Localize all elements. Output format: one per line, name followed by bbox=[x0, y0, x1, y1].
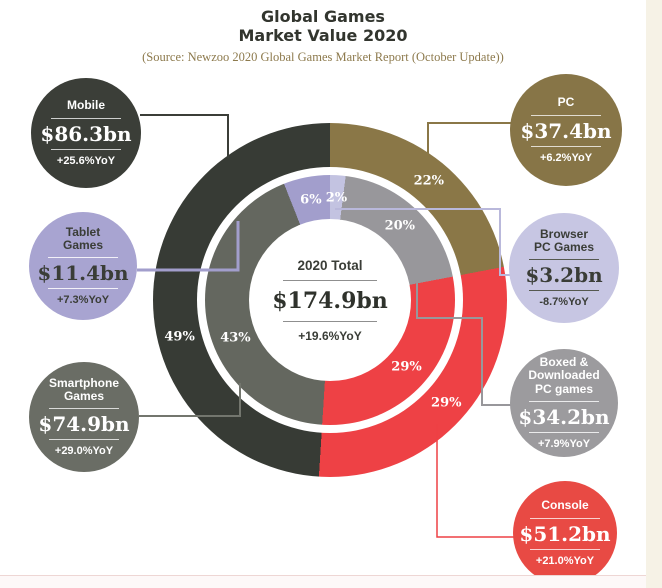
callout-circle-boxed-downloaded-pc-games: Boxed & Downloaded PC games $34.2bn +7.9%YoY bbox=[510, 349, 618, 457]
callout-divider bbox=[531, 145, 601, 147]
callout-value-smartphone-games: $74.9bn bbox=[38, 412, 130, 437]
callout-yoy-mobile: +25.6%YoY bbox=[56, 154, 116, 167]
callout-divider bbox=[529, 432, 599, 434]
callout-divider bbox=[530, 548, 600, 550]
callout-label-line: Browser bbox=[539, 226, 589, 241]
callout-circle-console: Console $51.2bn +21.0%YoY bbox=[513, 481, 617, 585]
callout-divider bbox=[49, 439, 119, 441]
callout-label-line: Tablet bbox=[65, 224, 101, 239]
callout-circle-tablet-games: Tablet Games $11.4bn +7.3%YoY bbox=[29, 212, 137, 320]
callout-value-mobile: $86.3bn bbox=[40, 121, 132, 146]
center-total-yoy: +19.6%YoY bbox=[298, 328, 362, 343]
chart-title: Global Games Market Value 2020 bbox=[0, 7, 646, 46]
callout-label-browser-pc-games: Browser PC Games bbox=[533, 226, 595, 255]
callout-divider bbox=[49, 408, 119, 410]
callout-label-boxed-downloaded-pc-games: Boxed & Downloaded PC games bbox=[528, 354, 600, 396]
connector-line-pc bbox=[427, 122, 511, 166]
page-bottom-area bbox=[0, 576, 646, 588]
percent-label-tablet-games: 6% bbox=[300, 192, 322, 208]
page-edge-strip bbox=[646, 0, 662, 588]
callout-circle-mobile: Mobile $86.3bn +25.6%YoY bbox=[31, 78, 141, 188]
callout-label-line: Games bbox=[63, 389, 104, 403]
callout-label-line: PC games bbox=[534, 381, 594, 396]
percent-label-mobile: 49% bbox=[164, 329, 195, 345]
callout-divider bbox=[48, 288, 118, 290]
callout-circle-smartphone-games: Smartphone Games $74.9bn +29.0%YoY bbox=[29, 362, 139, 472]
callout-yoy-boxed-downloaded-pc-games: +7.9%YoY bbox=[537, 438, 591, 451]
center-divider-bottom bbox=[283, 320, 377, 322]
percent-label-browser-pc-games: 2% bbox=[325, 190, 348, 206]
percent-label-boxed-downloaded-pc-games: 20% bbox=[384, 218, 416, 234]
callout-label-line: Boxed & bbox=[539, 354, 589, 369]
callout-divider bbox=[48, 257, 118, 259]
center-total-label: 2020 Total bbox=[297, 257, 363, 273]
callout-value-browser-pc-games: $3.2bn bbox=[525, 263, 603, 288]
callout-divider bbox=[531, 114, 601, 116]
chart-title-line2: Market Value 2020 bbox=[238, 25, 408, 45]
callout-label-pc: PC bbox=[557, 95, 575, 110]
center-total-value: $174.9bn bbox=[272, 287, 388, 314]
callout-label-smartphone-games: Smartphone Games bbox=[48, 375, 119, 404]
callout-value-console: $51.2bn bbox=[519, 521, 611, 546]
callout-yoy-browser-pc-games: -8.7%YoY bbox=[539, 296, 589, 309]
callout-divider bbox=[51, 117, 121, 119]
callout-label-line: Games bbox=[62, 238, 104, 252]
callout-divider bbox=[529, 259, 599, 261]
callout-label-line: Downloaded bbox=[528, 368, 600, 383]
callout-divider bbox=[529, 290, 599, 292]
callout-yoy-pc: +6.2%YoY bbox=[539, 151, 593, 164]
callout-label-line: Smartphone bbox=[48, 375, 119, 390]
percent-label-console: 29% bbox=[431, 395, 462, 410]
callout-label-line: Console bbox=[541, 498, 589, 513]
callout-divider bbox=[530, 517, 600, 519]
donut-center-total: 2020 Total $174.9bn +19.6%YoY bbox=[249, 219, 411, 381]
callout-circle-pc: PC $37.4bn +6.2%YoY bbox=[510, 74, 622, 186]
callout-value-boxed-downloaded-pc-games: $34.2bn bbox=[518, 405, 610, 430]
callout-label-line: Mobile bbox=[67, 98, 105, 113]
connector-line-console bbox=[436, 424, 514, 538]
percent-label-console-inner: 29% bbox=[391, 359, 422, 375]
callout-label-line: PC bbox=[557, 95, 575, 110]
callout-yoy-console: +21.0%YoY bbox=[535, 554, 595, 567]
callout-divider bbox=[51, 148, 121, 150]
percent-label-pc: 22% bbox=[413, 173, 445, 189]
callout-divider bbox=[529, 401, 599, 403]
chart-source-note: (Source: Newzoo 2020 Global Games Market… bbox=[142, 49, 504, 64]
center-divider-top bbox=[283, 279, 377, 281]
callout-label-line: PC Games bbox=[533, 240, 595, 254]
connector-line-mobile bbox=[140, 114, 229, 158]
callout-value-tablet-games: $11.4bn bbox=[37, 261, 129, 286]
chart-title-line1: Global Games bbox=[261, 7, 385, 26]
callout-value-pc: $37.4bn bbox=[520, 118, 612, 143]
page-bottom-divider bbox=[0, 575, 646, 576]
callout-yoy-smartphone-games: +29.0%YoY bbox=[54, 445, 114, 458]
percent-label-smartphone-games: 43% bbox=[220, 330, 251, 346]
callout-yoy-tablet-games: +7.3%YoY bbox=[56, 294, 110, 307]
callout-label-console: Console bbox=[541, 498, 589, 513]
callout-label-mobile: Mobile bbox=[67, 98, 105, 113]
chart-header: Global Games Market Value 2020 (Source: … bbox=[0, 7, 646, 65]
callout-circle-browser-pc-games: Browser PC Games $3.2bn -8.7%YoY bbox=[509, 213, 619, 323]
callout-label-tablet-games: Tablet Games bbox=[62, 224, 104, 253]
